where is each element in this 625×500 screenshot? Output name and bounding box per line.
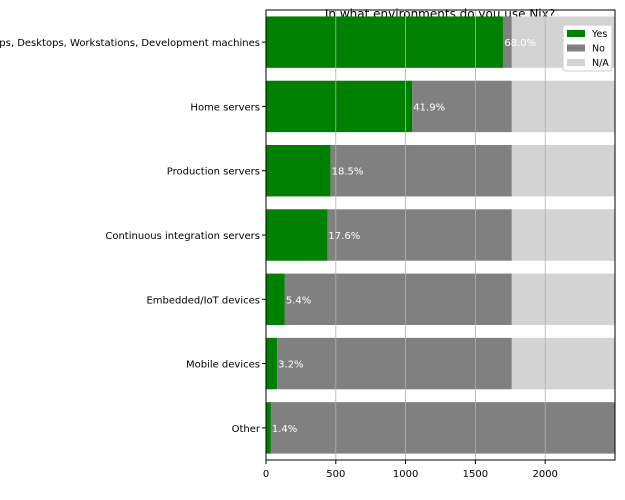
bar-yes bbox=[266, 402, 271, 454]
bar-na bbox=[511, 80, 615, 133]
y-tick-label: Other bbox=[232, 424, 261, 435]
x-tick-label: 1500 bbox=[463, 469, 488, 480]
data-label: 18.5% bbox=[332, 167, 364, 178]
bar-no bbox=[412, 80, 512, 133]
x-tick-label: 1000 bbox=[393, 469, 418, 480]
x-tick-label: 500 bbox=[326, 469, 345, 480]
legend-swatch bbox=[567, 30, 585, 37]
y-tick-label: Continuous integration servers bbox=[105, 231, 260, 242]
y-tick-label: Home servers bbox=[190, 102, 260, 113]
bar-na bbox=[511, 337, 615, 390]
y-tick-label: Mobile devices bbox=[186, 360, 260, 371]
legend: Yes No N/A bbox=[562, 24, 613, 72]
bar-na bbox=[511, 145, 615, 197]
bar-yes bbox=[266, 209, 328, 261]
bar-yes bbox=[266, 16, 504, 68]
bar-yes bbox=[266, 145, 331, 197]
legend-label: N/A bbox=[592, 58, 609, 69]
bar-na bbox=[511, 209, 615, 261]
bar-no bbox=[284, 273, 512, 325]
y-tick-label: Laptops, Desktops, Workstations, Develop… bbox=[0, 38, 260, 49]
bar-no bbox=[270, 402, 615, 454]
bar-na bbox=[511, 273, 615, 325]
data-label: 3.2% bbox=[278, 360, 303, 371]
bar-no bbox=[327, 209, 512, 261]
x-tick-label: 0 bbox=[263, 469, 269, 480]
data-label: 1.4% bbox=[272, 424, 297, 435]
bar-no bbox=[503, 16, 512, 68]
y-tick-label: Production servers bbox=[167, 167, 260, 178]
data-label: 5.4% bbox=[286, 295, 311, 306]
bar-no bbox=[277, 337, 512, 390]
legend-swatch bbox=[567, 44, 585, 52]
y-tick-label: Embedded/IoT devices bbox=[146, 295, 260, 306]
bar-no bbox=[330, 145, 512, 197]
bar-yes bbox=[266, 80, 413, 133]
legend-swatch bbox=[567, 59, 585, 66]
x-tick-label: 2000 bbox=[532, 469, 557, 480]
legend-label: Yes bbox=[591, 29, 607, 40]
axes-frame bbox=[265, 9, 616, 461]
data-label: 68.0% bbox=[504, 38, 536, 49]
bar-yes bbox=[266, 337, 278, 390]
data-label: 17.6% bbox=[328, 231, 360, 242]
bar-yes bbox=[266, 273, 285, 325]
legend-label: No bbox=[592, 44, 605, 55]
data-label: 41.9% bbox=[413, 102, 445, 113]
